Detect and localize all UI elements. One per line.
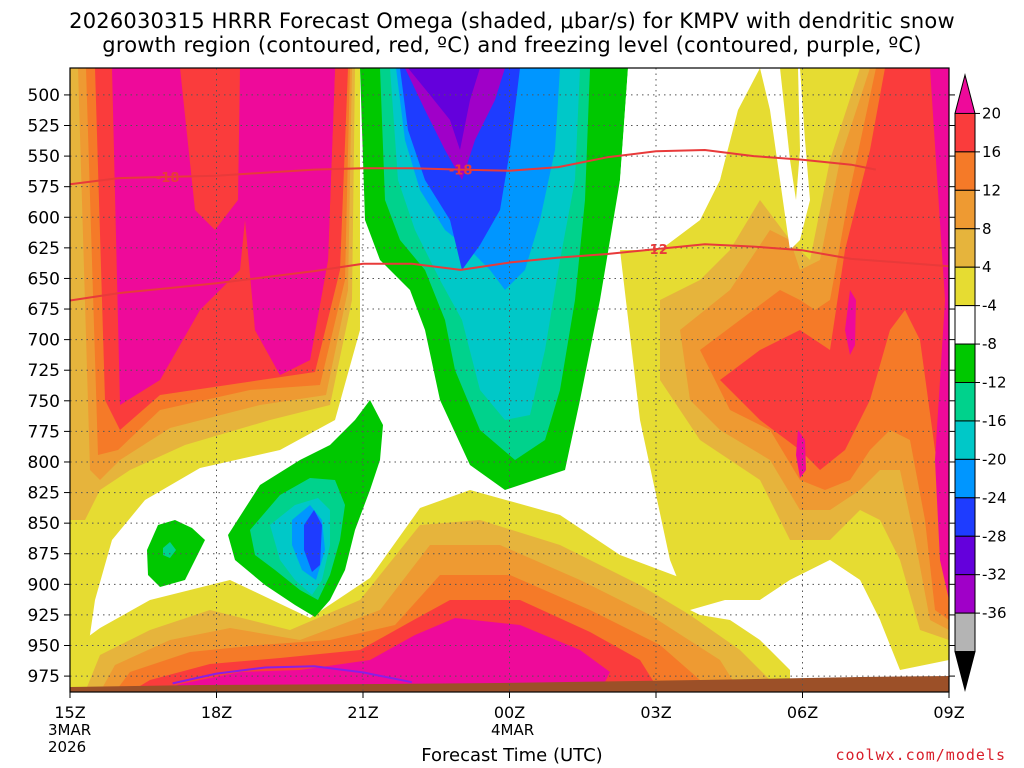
contour-label: -12	[644, 243, 668, 258]
colorbar-segment	[954, 343, 976, 383]
chart-title-line-1: 2026030315 HRRR Forecast Omega (shaded, …	[69, 9, 955, 33]
colorbar-segment	[954, 151, 976, 191]
y-tick-label: 550	[28, 147, 60, 167]
y-tick-label: 525	[28, 117, 60, 137]
colorbar-tick-label: 8	[982, 220, 992, 238]
y-tick-label: 975	[28, 667, 60, 687]
x-tick-label: 09Z	[933, 703, 964, 722]
colorbar-top-arrow	[954, 73, 976, 114]
contour-label: -18	[156, 171, 180, 186]
colorbar-segment	[954, 305, 976, 345]
chart-title-line-2: growth region (contoured, red, ºC) and f…	[102, 33, 922, 57]
colorbar-tick-label: -24	[982, 489, 1007, 507]
colorbar: 20 16 12 8 4 -4 -8 -12 -16 -20 -24 -28 -32 -36	[954, 73, 1007, 692]
y-tick-label: 600	[28, 208, 60, 228]
y-tick-label: 650	[28, 269, 60, 289]
start-date-label: 3MAR	[48, 721, 92, 739]
colorbar-segment	[954, 382, 976, 422]
y-axis: 500 525 550 575 600 625 650 675 700 725 750 775 800 8…	[28, 86, 955, 687]
mid-date-label: 4MAR	[491, 721, 535, 739]
x-tick-label: 21Z	[347, 703, 378, 722]
x-tick-label: 03Z	[640, 703, 671, 722]
x-tick-label: 06Z	[787, 703, 818, 722]
colorbar-segment	[954, 112, 976, 153]
y-tick-label: 500	[28, 86, 60, 106]
colorbar-segment	[954, 458, 976, 499]
y-tick-label: 800	[28, 453, 60, 473]
gridlines	[70, 68, 949, 692]
y-tick-label: 950	[28, 637, 60, 657]
colorbar-segment	[954, 228, 976, 268]
omega-neutral	[615, 68, 895, 670]
y-tick-label: 850	[28, 514, 60, 534]
colorbar-tick-label: -36	[982, 604, 1007, 622]
colorbar-segment	[954, 535, 976, 576]
contour-dgz-upper	[70, 149, 876, 186]
colorbar-tick-label: -16	[982, 412, 1007, 430]
colorbar-bottom-arrow	[954, 651, 976, 692]
y-tick-label: 675	[28, 300, 60, 320]
y-tick-label: 725	[28, 361, 60, 381]
x-axis: 15Z 18Z 21Z 00Z 03Z 06Z 09Z	[54, 692, 965, 722]
contour-freezing-level	[172, 665, 412, 685]
colorbar-segment	[954, 189, 976, 230]
colorbar-tick-label: 12	[982, 181, 1001, 199]
y-tick-label: 750	[28, 392, 60, 412]
y-tick-label: 825	[28, 484, 60, 504]
temperature-contours: -18 -18 -12	[70, 149, 949, 685]
y-tick-label: 875	[28, 545, 60, 565]
y-tick-label: 775	[28, 422, 60, 442]
omega-shading-negative	[147, 68, 628, 617]
x-tick-label: 18Z	[201, 703, 232, 722]
y-tick-label: 925	[28, 606, 60, 626]
colorbar-segment	[954, 420, 976, 460]
colorbar-tick-label: -20	[982, 450, 1007, 468]
colorbar-tick-label: -8	[982, 335, 997, 353]
x-axis-title: Forecast Time (UTC)	[421, 745, 603, 766]
colorbar-tick-label: -32	[982, 566, 1007, 584]
colorbar-tick-label: 16	[982, 143, 1001, 161]
colorbar-segment	[954, 497, 976, 537]
colorbar-tick-label: -12	[982, 374, 1007, 392]
credit-text: coolwx.com/models	[835, 746, 1006, 764]
y-tick-label: 625	[28, 239, 60, 259]
colorbar-tick-label: 4	[982, 258, 992, 276]
y-tick-label: 575	[28, 178, 60, 198]
y-tick-label: 700	[28, 331, 60, 351]
colorbar-segment	[954, 612, 976, 653]
colorbar-segment	[954, 574, 976, 614]
contour-dgz-lower	[70, 243, 949, 302]
colorbar-tick-label: -28	[982, 527, 1007, 545]
y-tick-label: 900	[28, 575, 60, 595]
colorbar-segment	[954, 266, 976, 307]
colorbar-tick-label: -4	[982, 297, 997, 315]
x-tick-label: 00Z	[494, 703, 525, 722]
x-tick-label: 15Z	[54, 703, 85, 722]
contour-label: -18	[449, 164, 473, 179]
start-year-label: 2026	[48, 738, 87, 756]
colorbar-tick-label: 20	[982, 104, 1001, 122]
